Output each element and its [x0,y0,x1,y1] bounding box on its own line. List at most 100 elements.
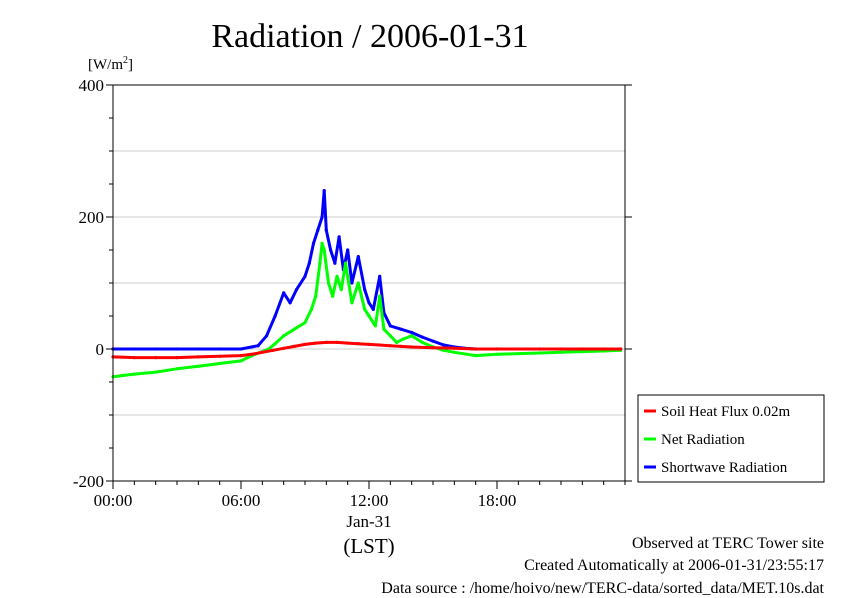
series-point [329,248,333,252]
series-point [331,294,335,298]
series-point [307,261,311,265]
series-point [324,340,328,344]
series-point [343,261,348,265]
series-point [382,327,386,331]
series-point [363,307,367,311]
series-point [288,301,292,305]
series-point [282,291,286,295]
series-point [474,354,478,358]
series-point [388,324,392,328]
series-point [282,346,286,350]
series-line [112,241,621,379]
series-point [239,354,243,358]
series-point [239,359,243,363]
series-point [196,347,200,351]
x-tick-label: 06:00 [222,491,261,510]
series-point [395,340,399,344]
series-point [538,351,542,355]
series-point [314,341,318,345]
series-point [292,344,296,348]
series-point [292,327,296,331]
series-point [303,274,307,278]
series-point [452,350,456,354]
series-point [333,261,337,265]
legend-label: Soil Heat Flux 0.02m [661,404,791,420]
series-point [367,342,371,346]
footer-observed: Observed at TERC Tower site [631,535,824,552]
series-point [260,350,264,354]
series-point [367,301,371,305]
series-point [316,228,320,232]
series-point [132,356,136,360]
series-point [559,347,563,351]
series-point [271,348,275,352]
series-point [371,307,375,311]
series-point [196,364,200,368]
x-axis-date-label: Jan-31 [346,512,391,531]
series-point [318,261,322,265]
footer-created: Created Automatically at 2006-01-31/23:5… [524,557,824,574]
y-tick-label: 400 [79,76,105,95]
series-point [265,334,269,338]
series-point [495,352,499,356]
series-point [154,370,158,374]
series-point [378,274,382,278]
series-point [346,341,350,345]
series-point [619,347,623,351]
series-point [175,347,179,351]
x-tick-label: 18:00 [478,491,517,510]
series-point [388,344,392,348]
series-point [218,354,222,358]
series-point [339,288,343,292]
series-point [337,235,341,239]
series-point [356,342,360,346]
series-point [256,344,260,348]
series-point [431,346,435,350]
series-point [516,352,520,356]
series-point [175,367,179,371]
series-point [580,350,584,354]
chart-title: Radiation / 2006-01-31 [211,18,528,55]
series-point [309,307,313,311]
series-point [335,340,339,344]
series-point [239,347,243,351]
axes: -200 0 200 400 00:00 06:00 12:00 18:00 [73,76,632,510]
series-point [452,346,456,350]
series-point [282,334,286,338]
series-line [113,189,621,351]
series-point [346,248,350,252]
series-point [410,345,414,349]
y-tick-label: -200 [73,472,104,491]
series-point [356,281,360,285]
series-point [294,288,299,292]
series-point [273,314,277,318]
series-point [154,347,158,351]
series-point [420,340,424,344]
series-point [378,343,382,347]
series-point [335,274,339,278]
series-point [175,356,179,360]
y-tick-label: 0 [96,340,105,359]
legend-label: Shortwave Radiation [661,460,788,476]
legend: Soil Heat Flux 0.02m Net Radiation Shortwa… [637,394,825,483]
series-point [218,347,222,351]
series-point [314,294,318,298]
y-axis-unit: [W/m2] [88,55,133,73]
series-point [132,372,136,376]
x-tick-label: 00:00 [94,491,133,510]
series-point [322,189,326,193]
series-point [218,361,222,366]
series-point [356,255,360,259]
series-point [122,373,126,377]
series-lines [111,189,623,379]
series-point [250,352,254,356]
series-point [378,294,382,298]
series-point [367,314,371,318]
series-point [320,241,324,245]
series-point [373,324,377,328]
series-point [410,334,414,338]
footer-source: Data source : /home/hoivo/new/TERC-data/… [381,580,824,597]
series-point [303,321,307,325]
series-point [326,281,331,285]
